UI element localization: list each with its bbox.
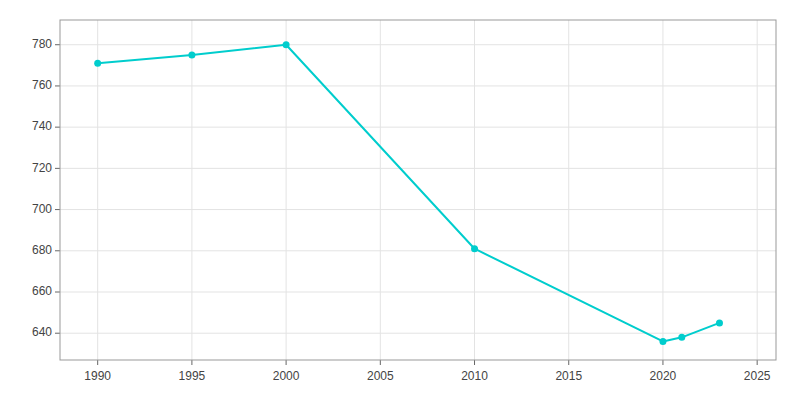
tick-label: 2015 bbox=[555, 369, 582, 383]
tick-mark bbox=[97, 360, 98, 365]
grid-line bbox=[97, 20, 98, 360]
tick-label: 2010 bbox=[461, 369, 488, 383]
grid-line bbox=[60, 250, 776, 251]
tick-label: 640 bbox=[32, 325, 52, 339]
point bbox=[94, 60, 101, 67]
tick-mark bbox=[55, 44, 60, 45]
tick-label: 2020 bbox=[650, 369, 677, 383]
tick-label: 2000 bbox=[273, 369, 300, 383]
point bbox=[716, 319, 723, 326]
tick-mark bbox=[55, 127, 60, 128]
chart-container: 640 660 680 700 720 740 760 780 1990 1995 2000 2005… bbox=[0, 0, 800, 400]
tick-mark bbox=[757, 360, 758, 365]
tick-label: 2025 bbox=[744, 369, 771, 383]
tick-mark bbox=[55, 333, 60, 334]
series bbox=[94, 41, 723, 345]
point bbox=[471, 245, 478, 252]
grid-line bbox=[191, 20, 192, 360]
tick-label: 760 bbox=[32, 78, 52, 92]
plot-area bbox=[60, 20, 776, 360]
tick-mark bbox=[380, 360, 381, 365]
grid-line bbox=[60, 333, 776, 334]
point bbox=[659, 338, 666, 345]
tick-label: 680 bbox=[32, 243, 52, 257]
grid-line bbox=[380, 20, 381, 360]
grid-line bbox=[60, 85, 776, 86]
line bbox=[98, 45, 720, 342]
point bbox=[678, 334, 685, 341]
grid-line bbox=[474, 20, 475, 360]
tick-mark bbox=[55, 168, 60, 169]
tick-label: 780 bbox=[32, 37, 52, 51]
plot-frame bbox=[60, 20, 776, 360]
grid-line bbox=[60, 292, 776, 293]
grid bbox=[60, 20, 776, 360]
tick-mark bbox=[55, 292, 60, 293]
point bbox=[283, 41, 290, 48]
tick-label: 660 bbox=[32, 284, 52, 298]
grid-line bbox=[60, 209, 776, 210]
tick-mark bbox=[286, 360, 287, 365]
tick-label: 740 bbox=[32, 119, 52, 133]
grid-line bbox=[60, 44, 776, 45]
tick-mark bbox=[55, 85, 60, 86]
tick-label: 2005 bbox=[367, 369, 394, 383]
tick-label: 1990 bbox=[84, 369, 111, 383]
tick-mark bbox=[662, 360, 663, 365]
tick-mark bbox=[568, 360, 569, 365]
tick-mark bbox=[474, 360, 475, 365]
axes: 640 660 680 700 720 740 760 780 1990 1995 2000 2005… bbox=[32, 37, 771, 383]
grid-line bbox=[757, 20, 758, 360]
grid-line bbox=[60, 127, 776, 128]
tick-mark bbox=[55, 209, 60, 210]
tick-label: 700 bbox=[32, 202, 52, 216]
tick-label: 1995 bbox=[179, 369, 206, 383]
point bbox=[188, 52, 195, 59]
chart: 640 660 680 700 720 740 760 780 1990 1995 2000 2005… bbox=[0, 0, 800, 400]
tick-label: 720 bbox=[32, 161, 52, 175]
tick-mark bbox=[55, 250, 60, 251]
grid-line bbox=[568, 20, 569, 360]
grid-line bbox=[60, 168, 776, 169]
grid-line bbox=[662, 20, 663, 360]
grid-line bbox=[286, 20, 287, 360]
tick-mark bbox=[191, 360, 192, 365]
